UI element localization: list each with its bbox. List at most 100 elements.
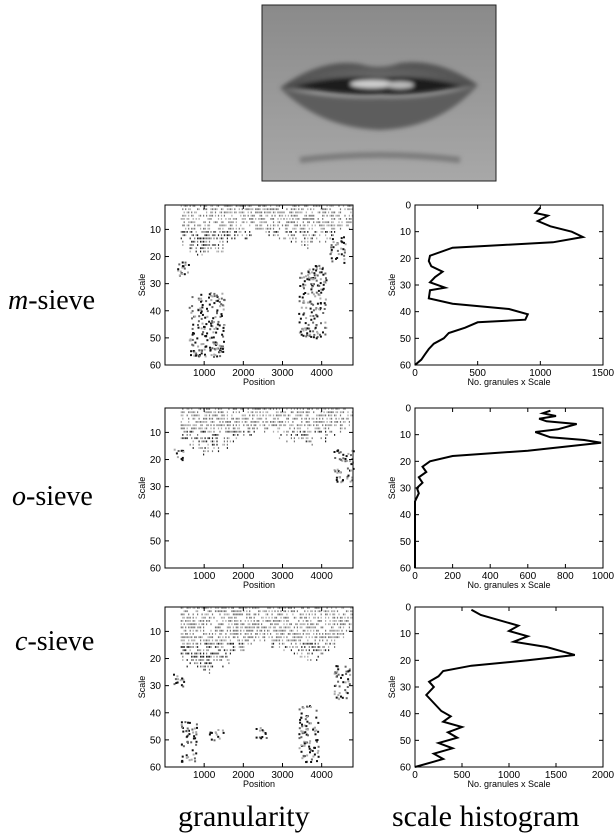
- granule-mark: [331, 607, 333, 609]
- granule-mark: [342, 607, 345, 609]
- granule-mark: [228, 211, 230, 214]
- granule-mark: [219, 655, 221, 658]
- granule-mark: [181, 273, 184, 275]
- granule-mark: [247, 411, 249, 414]
- granule-mark: [308, 649, 310, 652]
- granule-mark: [238, 610, 240, 613]
- granule-mark: [228, 227, 230, 230]
- granule-mark: [220, 237, 223, 240]
- granule-mark: [247, 623, 249, 626]
- granule-mark: [331, 424, 333, 427]
- granule-mark: [189, 649, 191, 652]
- granule-mark: [207, 424, 209, 427]
- granule-mark: [214, 247, 217, 250]
- granule-mark: [207, 613, 209, 616]
- granule-mark: [305, 728, 308, 731]
- granule-mark: [213, 231, 215, 233]
- granule-mark: [222, 240, 224, 243]
- granule-mark: [192, 323, 195, 326]
- granule-mark: [350, 616, 352, 619]
- granule-mark: [314, 616, 316, 619]
- granule-mark: [194, 636, 196, 639]
- granule-mark: [188, 642, 190, 645]
- granule-mark: [312, 315, 315, 317]
- granule-mark: [229, 626, 231, 629]
- granule-mark: [250, 208, 252, 211]
- granule-mark: [262, 636, 264, 639]
- granule-mark: [308, 234, 310, 237]
- granule-mark: [278, 613, 281, 616]
- granule-mark: [349, 480, 352, 483]
- granule-mark: [323, 224, 325, 227]
- granule-mark: [192, 414, 194, 417]
- granule-mark: [210, 738, 213, 741]
- granule-mark: [286, 646, 288, 648]
- granule-mark: [200, 626, 202, 629]
- granule-mark: [331, 205, 333, 207]
- granule-mark: [235, 411, 237, 414]
- y-tick-label: 50: [400, 537, 412, 548]
- granule-mark: [313, 646, 315, 648]
- granule-mark: [329, 231, 331, 233]
- axes-frame: [414, 407, 604, 569]
- granule-mark: [317, 430, 319, 433]
- granule-mark: [302, 642, 304, 645]
- granule-mark: [350, 463, 353, 466]
- granule-mark: [347, 680, 350, 683]
- granularity-marks: [173, 408, 355, 484]
- granule-mark: [337, 697, 340, 700]
- x-tick-label: 1000: [193, 571, 216, 582]
- granule-mark: [237, 636, 239, 639]
- granule-mark: [323, 214, 325, 217]
- granule-mark: [293, 417, 295, 420]
- granule-mark: [308, 408, 310, 410]
- granule-mark: [316, 623, 318, 626]
- granule-mark: [201, 613, 203, 616]
- granule-mark: [240, 613, 242, 616]
- granule-mark: [204, 353, 206, 356]
- granule-mark: [322, 224, 324, 227]
- granule-mark: [305, 733, 308, 736]
- granule-mark: [218, 351, 221, 354]
- granule-mark: [264, 639, 266, 642]
- granule-mark: [312, 277, 315, 279]
- granule-mark: [194, 227, 196, 230]
- granule-mark: [186, 623, 188, 626]
- granule-mark: [325, 240, 327, 243]
- granule-mark: [272, 646, 275, 648]
- granule-mark: [211, 325, 214, 328]
- granule-mark: [229, 421, 231, 423]
- granule-mark: [215, 331, 218, 334]
- granule-mark: [271, 636, 273, 639]
- granule-mark: [221, 304, 224, 307]
- granule-mark: [197, 655, 199, 658]
- granule-mark: [249, 616, 251, 619]
- granule-mark: [183, 616, 185, 619]
- granule-mark: [211, 295, 214, 298]
- granule-mark: [271, 623, 273, 626]
- granule-mark: [278, 642, 281, 645]
- granule-mark: [325, 424, 327, 427]
- granule-mark: [298, 437, 300, 440]
- x-tick-label: 2000: [232, 571, 255, 582]
- granule-mark: [323, 427, 325, 430]
- granule-mark: [185, 756, 188, 759]
- granule-mark: [329, 224, 331, 227]
- granule-mark: [350, 629, 352, 632]
- granule-mark: [319, 607, 321, 609]
- granule-mark: [241, 221, 243, 224]
- granule-mark: [194, 205, 196, 207]
- granule-mark: [220, 214, 223, 217]
- granule-mark: [189, 636, 191, 639]
- granule-mark: [256, 620, 258, 622]
- granule-mark: [307, 237, 309, 240]
- granule-mark: [264, 732, 267, 735]
- y-tick-label: 10: [400, 629, 412, 640]
- granule-mark: [200, 639, 202, 642]
- granule-mark: [268, 227, 270, 230]
- granule-mark: [238, 646, 240, 648]
- granule-mark: [180, 623, 182, 626]
- granule-mark: [192, 753, 195, 756]
- granule-mark: [202, 331, 205, 334]
- granule-mark: [223, 424, 225, 427]
